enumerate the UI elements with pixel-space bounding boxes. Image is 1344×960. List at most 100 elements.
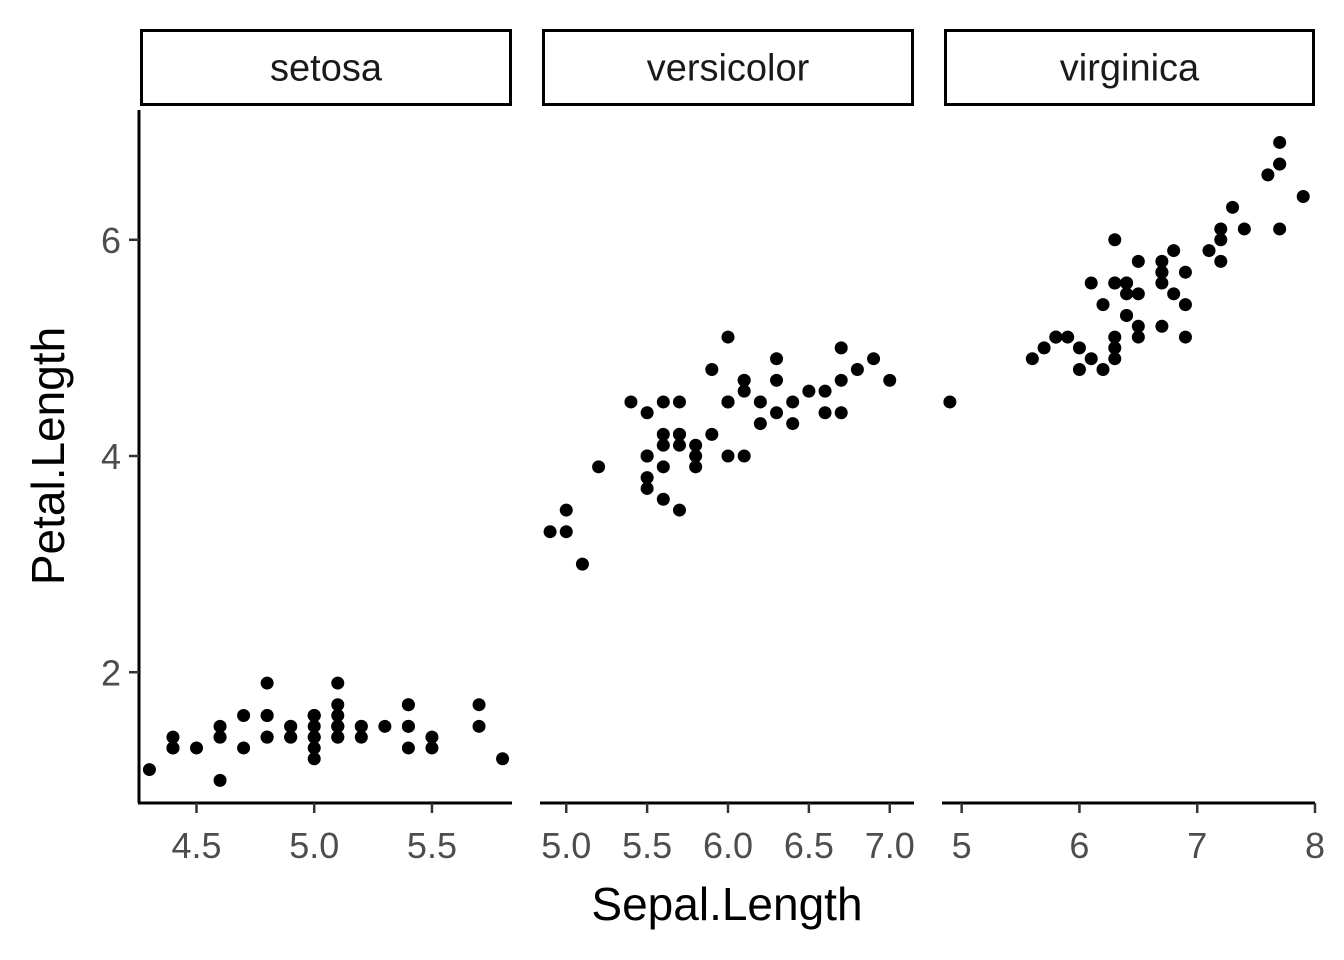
data-point [1167, 287, 1181, 301]
facet-strip [944, 29, 1315, 106]
data-point [770, 352, 784, 366]
x-tick-label: 5.5 [407, 825, 457, 866]
data-point [656, 427, 670, 441]
data-point [1131, 330, 1145, 344]
data-point [818, 406, 832, 420]
data-point [307, 741, 321, 755]
data-point [1120, 276, 1134, 290]
data-point [640, 449, 654, 463]
data-point [640, 406, 654, 420]
data-point [425, 741, 439, 755]
x-tick-label: 6.0 [703, 825, 753, 866]
data-point [689, 460, 703, 474]
facet-strip-label: setosa [270, 48, 383, 90]
data-point [1202, 244, 1216, 258]
facet-strip-label: virginica [1060, 48, 1200, 90]
data-point [867, 352, 881, 366]
data-point [656, 438, 670, 452]
x-axis-title: Sepal.Length [591, 878, 862, 930]
facet-strip [542, 29, 914, 106]
data-point [260, 709, 274, 722]
data-point [166, 741, 180, 755]
data-point [307, 719, 321, 733]
data-point [331, 698, 345, 712]
x-tick-label: 6.5 [784, 825, 834, 866]
data-point [166, 730, 180, 744]
data-point [354, 730, 368, 744]
data-point [1096, 363, 1110, 376]
data-point [1120, 287, 1134, 301]
facet-panel-virginica: virginica 5 6 7 8 [942, 29, 1325, 866]
data-point [1273, 157, 1287, 171]
data-point [425, 730, 439, 744]
data-point [721, 449, 735, 463]
data-point [1131, 319, 1145, 333]
data-point [786, 395, 800, 409]
data-point [543, 525, 557, 539]
x-tick-label: 5.0 [541, 825, 591, 866]
data-point [401, 719, 415, 733]
data-point [378, 719, 392, 733]
data-point [943, 395, 957, 409]
x-tick-label: 4.5 [171, 825, 221, 866]
data-point [1155, 254, 1169, 268]
x-tick-label: 7.0 [865, 825, 915, 866]
data-point [850, 363, 864, 376]
data-point [401, 741, 415, 755]
facet-strip-label: versicolor [647, 48, 810, 90]
data-point [1178, 298, 1192, 312]
data-point [656, 395, 670, 409]
data-point [1214, 222, 1228, 236]
data-point [331, 709, 345, 722]
data-point [640, 481, 654, 495]
data-point [190, 741, 204, 755]
data-point [1131, 287, 1145, 301]
data-point [1108, 341, 1122, 355]
data-point [1108, 352, 1122, 366]
data-point [284, 730, 298, 744]
data-point [1096, 298, 1110, 312]
data-point [1214, 254, 1228, 268]
data-point [1108, 276, 1122, 290]
data-point [834, 373, 848, 387]
data-point [770, 373, 784, 387]
data-point [260, 676, 274, 690]
data-point [1167, 244, 1181, 258]
y-tick-label: 2 [101, 652, 121, 693]
data-point [705, 427, 719, 441]
data-point [213, 730, 227, 744]
data-point [401, 698, 415, 712]
data-point [1037, 341, 1051, 355]
data-point [672, 427, 686, 441]
data-point [496, 752, 510, 766]
data-point [1072, 341, 1086, 355]
data-point [1061, 330, 1075, 344]
data-point [472, 719, 486, 733]
facet-panel-setosa: setosa 4.5 5.0 5.5 [138, 29, 512, 866]
data-point [260, 730, 274, 744]
data-point [818, 384, 832, 398]
data-point [307, 730, 321, 744]
data-point [1155, 276, 1169, 290]
data-point [672, 503, 686, 517]
data-point [1155, 319, 1169, 333]
data-point [802, 384, 816, 398]
data-point [559, 525, 573, 539]
data-point [1178, 330, 1192, 344]
data-point [624, 395, 638, 409]
data-point [1131, 254, 1145, 268]
data-point [472, 698, 486, 712]
facet-panels: setosa 4.5 5.0 5.5 versicolor 5.0 5.5 6.0 6.5 7.0… [138, 29, 1325, 866]
data-point [689, 449, 703, 463]
data-point [307, 709, 321, 722]
data-point [1025, 352, 1039, 366]
data-point [213, 773, 227, 787]
data-point [1261, 168, 1275, 182]
data-point [753, 417, 767, 431]
data-point [1155, 265, 1169, 279]
data-point [1273, 222, 1287, 236]
data-point [737, 373, 751, 387]
x-tick-label: 5 [952, 825, 972, 866]
data-point [237, 709, 251, 722]
